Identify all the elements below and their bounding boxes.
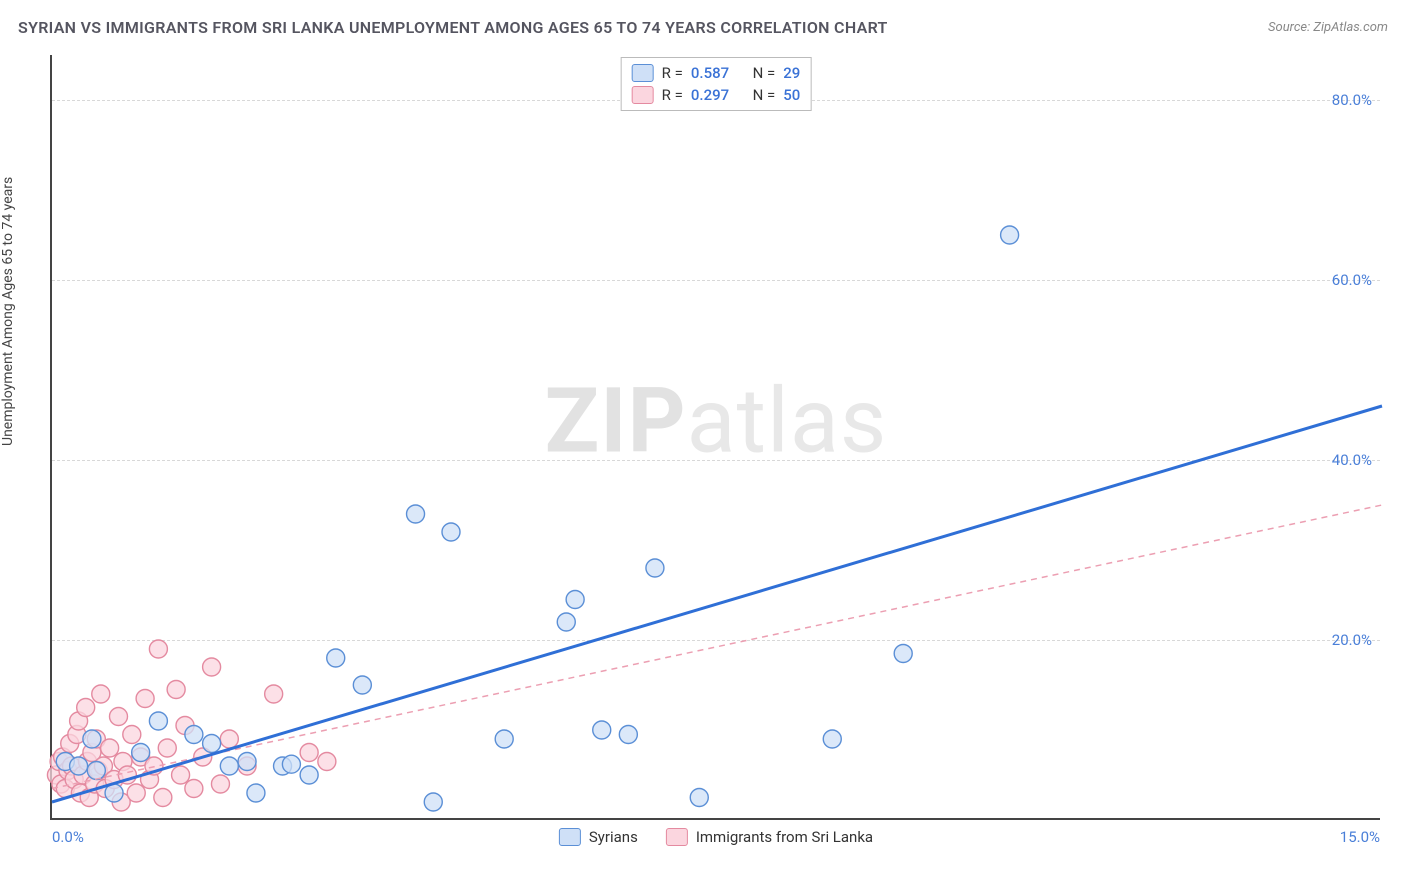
legend-blue-label: Syrians <box>589 828 638 846</box>
data-point <box>424 793 442 811</box>
data-point <box>495 730 513 748</box>
data-point <box>282 755 300 773</box>
data-point <box>149 712 167 730</box>
regression-line <box>52 505 1382 789</box>
data-point <box>318 753 336 771</box>
data-point <box>300 744 318 762</box>
data-point <box>203 658 221 676</box>
swatch-blue-icon <box>559 828 581 846</box>
data-point <box>132 744 150 762</box>
correlation-legend: R = 0.587 N = 29 R = 0.297 N = 50 <box>621 57 812 111</box>
data-point <box>1001 226 1019 244</box>
data-point <box>83 730 101 748</box>
data-point <box>149 640 167 658</box>
data-point <box>265 685 283 703</box>
source-label: Source: ZipAtlas.com <box>1268 20 1388 35</box>
data-point <box>154 789 172 807</box>
data-point <box>593 721 611 739</box>
swatch-pink-icon <box>632 86 654 104</box>
data-point <box>123 726 141 744</box>
x-tick-min: 0.0% <box>52 828 84 846</box>
data-point <box>203 735 221 753</box>
data-point <box>185 726 203 744</box>
data-point <box>407 505 425 523</box>
legend-item-blue: Syrians <box>559 828 638 846</box>
data-point <box>566 591 584 609</box>
data-point <box>110 708 128 726</box>
data-point <box>220 757 238 775</box>
y-axis-label: Unemployment Among Ages 65 to 74 years <box>0 177 16 446</box>
data-point <box>327 649 345 667</box>
pink-r-value: 0.297 <box>691 86 729 104</box>
legend-item-pink: Immigrants from Sri Lanka <box>666 828 873 846</box>
blue-r-value: 0.587 <box>691 64 729 82</box>
plot-area: ZIPatlas 20.0%40.0%60.0%80.0% R = 0.587 … <box>50 55 1380 820</box>
data-point <box>92 685 110 703</box>
data-point <box>300 766 318 784</box>
data-point <box>220 730 238 748</box>
data-point <box>353 676 371 694</box>
data-point <box>646 559 664 577</box>
data-point <box>77 699 95 717</box>
legend-row-pink: R = 0.297 N = 50 <box>632 84 801 106</box>
data-point <box>894 645 912 663</box>
chart-title: SYRIAN VS IMMIGRANTS FROM SRI LANKA UNEM… <box>18 18 888 37</box>
pink-n-value: 50 <box>783 86 800 104</box>
data-point <box>101 739 119 757</box>
data-point <box>238 753 256 771</box>
regression-line <box>52 406 1382 802</box>
data-point <box>690 789 708 807</box>
data-point <box>185 780 203 798</box>
legend-row-blue: R = 0.587 N = 29 <box>632 62 801 84</box>
data-point <box>823 730 841 748</box>
data-point <box>127 784 145 802</box>
data-point <box>136 690 154 708</box>
data-point <box>158 739 176 757</box>
swatch-pink-icon <box>666 828 688 846</box>
data-point <box>167 681 185 699</box>
data-point <box>557 613 575 631</box>
series-legend: Syrians Immigrants from Sri Lanka <box>559 828 873 846</box>
legend-pink-label: Immigrants from Sri Lanka <box>696 828 873 846</box>
blue-n-value: 29 <box>783 64 800 82</box>
data-point <box>172 766 190 784</box>
data-point <box>70 757 88 775</box>
swatch-blue-icon <box>632 64 654 82</box>
scatter-svg <box>52 55 1380 818</box>
data-point <box>442 523 460 541</box>
data-point <box>247 784 265 802</box>
x-tick-max: 15.0% <box>1340 828 1380 846</box>
data-point <box>619 726 637 744</box>
data-point <box>211 775 229 793</box>
data-point <box>87 762 105 780</box>
